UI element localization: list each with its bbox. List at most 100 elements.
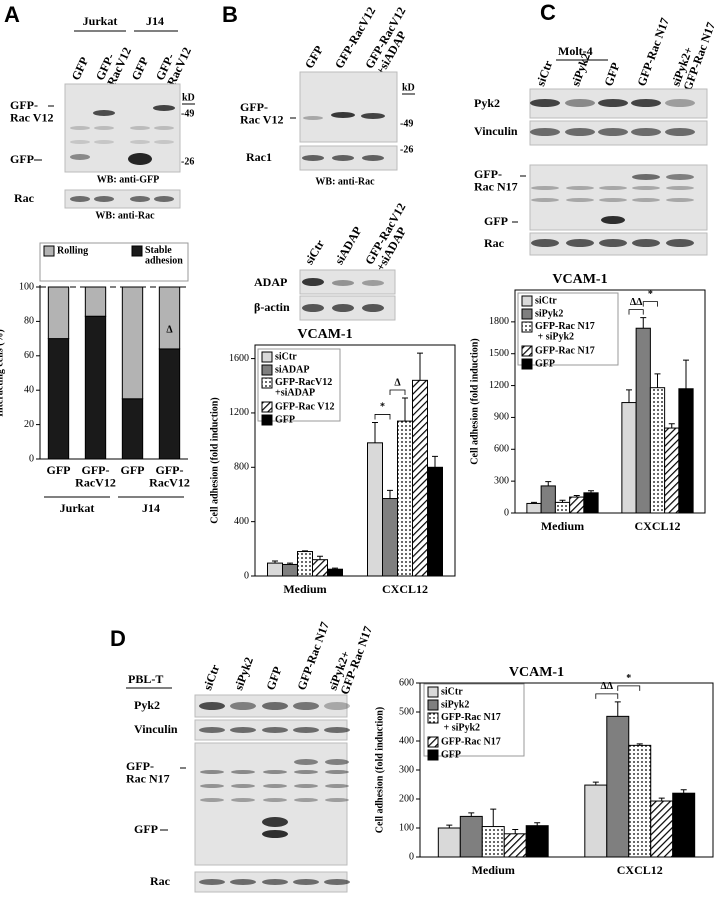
x-tick-label: CXCL12 (634, 519, 680, 533)
band (294, 798, 318, 802)
band (293, 702, 319, 710)
band (93, 110, 115, 116)
bar-segment (121, 286, 144, 400)
bar (606, 715, 630, 858)
annotation: * (648, 289, 653, 300)
row-label: Rac (484, 236, 505, 250)
bar-segment (84, 286, 107, 317)
chart-title: VCAM-1 (552, 272, 607, 287)
band (332, 280, 354, 286)
band (302, 278, 324, 286)
significance-bracket (642, 301, 658, 307)
band (199, 702, 225, 710)
legend-swatch (521, 321, 533, 333)
kd-unit: kD (182, 92, 195, 103)
lane-label: GFP-Rac N17 (294, 620, 332, 692)
error-bar (545, 481, 552, 486)
cell-line: PBL-T (128, 672, 163, 686)
plot-frame (254, 344, 456, 577)
chart-title: VCAM-1 (509, 665, 564, 680)
legend-label: siCtr (535, 295, 557, 306)
bar (650, 800, 674, 858)
legend-label: siADAP (275, 364, 309, 375)
band (566, 186, 594, 190)
bar (664, 427, 680, 514)
row-label: Rac (14, 191, 35, 205)
legend-label: GFP-RacV12 +siADAP (275, 377, 332, 399)
y-tick-label: 300 (494, 475, 509, 486)
legend-label: GFP (535, 358, 555, 369)
blot (194, 742, 348, 866)
bar (621, 402, 637, 514)
band (130, 140, 150, 144)
bar (437, 827, 461, 858)
error-bar (588, 490, 594, 493)
band (230, 879, 256, 885)
band (324, 727, 350, 733)
group-label: Jurkat (60, 501, 95, 515)
band (94, 126, 114, 130)
legend-label: Rolling (57, 245, 88, 256)
legend-label: siPyk2 (441, 699, 469, 710)
band (599, 239, 627, 247)
band (128, 153, 152, 165)
band (566, 198, 594, 202)
band (262, 817, 288, 827)
band (531, 186, 559, 190)
y-tick-label: 1800 (489, 316, 509, 327)
band (362, 304, 384, 312)
row-label: GFP (10, 152, 34, 166)
legend-box (39, 242, 189, 282)
error-bar (636, 743, 643, 746)
bar (382, 498, 398, 577)
annotation: * (626, 673, 631, 684)
error-bar (372, 421, 378, 443)
bar (540, 485, 556, 514)
lane-label: GFP (302, 43, 326, 71)
band (153, 105, 175, 111)
error-bar (512, 828, 519, 834)
legend-swatch (261, 401, 273, 413)
row-label: GFP-Rac V12 (240, 100, 283, 127)
band (565, 128, 595, 136)
blot (299, 71, 398, 143)
band (231, 784, 255, 788)
bar (526, 502, 542, 514)
y-axis-label: Interacting cells (%) (0, 329, 5, 417)
y-tick-label: 1200 (229, 407, 249, 418)
error-bar (387, 489, 393, 499)
band (530, 128, 560, 136)
band (262, 830, 288, 838)
row-label: Rac1 (246, 150, 272, 164)
band (332, 304, 354, 312)
x-tick-label: GFP-RacV12 (149, 463, 190, 490)
lane-label: GFP (69, 55, 92, 83)
blot (64, 189, 181, 209)
error-bar (287, 562, 293, 565)
band (530, 99, 560, 107)
y-tick-label: 600 (399, 677, 414, 688)
bar (481, 826, 505, 858)
bar (628, 744, 652, 858)
row-label: GFP (134, 822, 158, 836)
y-tick-label: 0 (504, 507, 509, 518)
annotation: Δ (166, 325, 173, 336)
bar (678, 388, 694, 514)
panel-letter: D (110, 626, 126, 651)
bar (367, 442, 383, 577)
bar (649, 387, 666, 514)
band (302, 304, 324, 312)
legend-label: siPyk2 (535, 308, 563, 319)
y-tick-label: 1600 (229, 353, 249, 364)
lane-label: GFP (601, 61, 622, 88)
error-bar (302, 550, 308, 552)
bar (554, 501, 571, 514)
error-bar (490, 808, 497, 827)
marker: -26 (400, 144, 413, 155)
error-bar (531, 501, 537, 504)
band (70, 154, 90, 160)
legend-swatch (427, 749, 439, 761)
x-tick-label: CXCL12 (617, 863, 663, 877)
lane-label: siCtr (200, 662, 222, 692)
band (70, 140, 90, 144)
